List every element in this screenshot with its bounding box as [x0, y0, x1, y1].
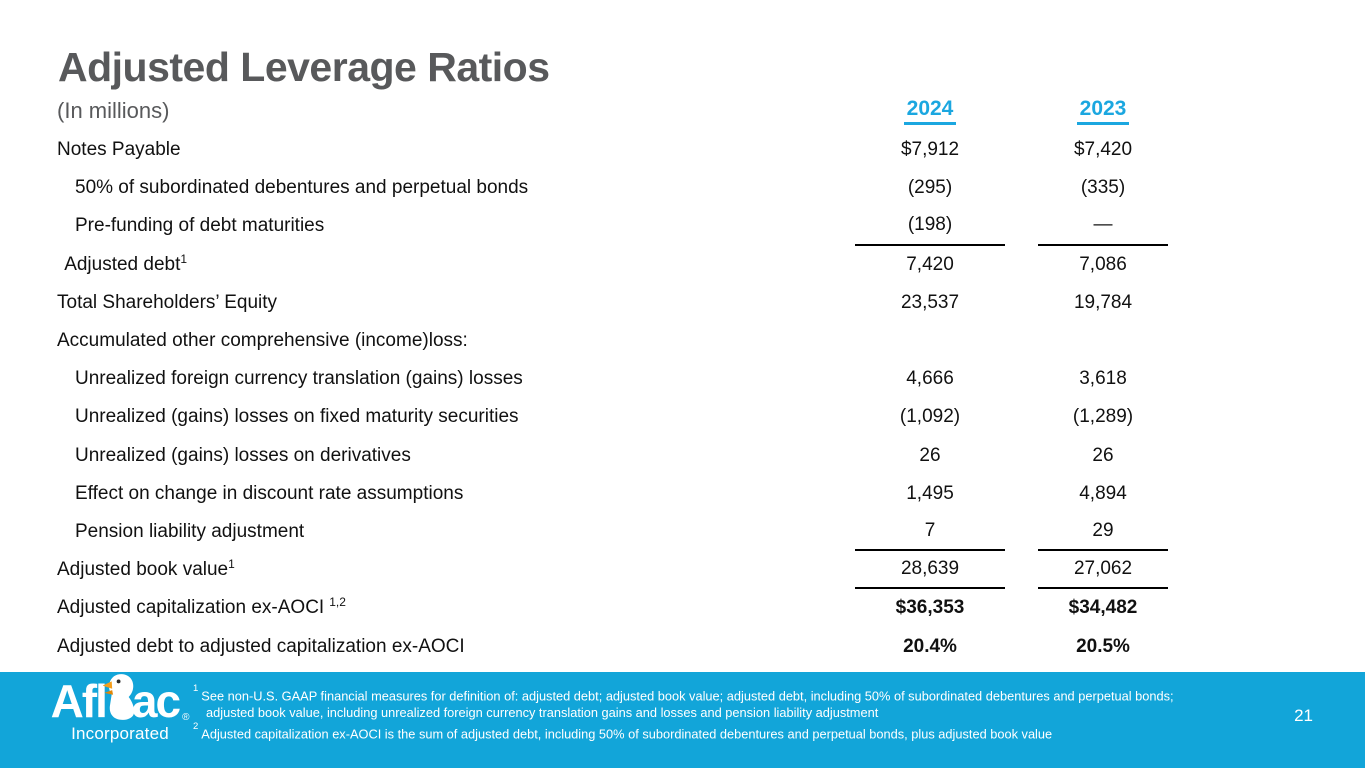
page-title: Adjusted Leverage Ratios [58, 44, 550, 90]
value-2023 [1038, 322, 1168, 360]
value-2024: 26 [919, 444, 941, 466]
value-2023: 20.5% [1076, 635, 1130, 657]
value-2024: 7,420 [906, 253, 954, 275]
aflac-wordmark: Afl ac ® [36, 674, 204, 727]
value-2024: 23,537 [900, 291, 960, 313]
table-row: Unrealized foreign currency translation … [57, 360, 1168, 398]
leverage-ratios-table: (In millions) 2024 2023 Notes Payable $7… [57, 91, 1168, 666]
value-2024: (198) [855, 207, 1005, 246]
value-2024: 7 [855, 513, 1005, 552]
value-2024 [855, 322, 1005, 360]
table-row: Adjusted debt to adjusted capitalization… [57, 627, 1168, 665]
table-row: Total Shareholders’ Equity 23,537 19,784 [57, 284, 1168, 322]
row-label: Accumulated other comprehensive (income)… [57, 330, 468, 352]
footnote-marker: 2 [193, 720, 199, 732]
brand-text-prefix: Afl [50, 675, 108, 727]
table-body: Notes Payable $7,912 $7,420 50% of subor… [57, 131, 1168, 666]
table-header-row: (In millions) 2024 2023 [57, 91, 1168, 131]
value-2023: 3,618 [1079, 368, 1127, 390]
row-label: 50% of subordinated debentures and perpe… [75, 177, 529, 199]
value-2023: $34,482 [1068, 597, 1138, 619]
footnote-marker: 1 [193, 683, 199, 694]
value-2023: 19,784 [1073, 291, 1133, 313]
table-row: Unrealized (gains) losses on fixed matur… [57, 398, 1168, 436]
row-label: Unrealized (gains) losses on fixed matur… [75, 406, 519, 428]
brand-text-suffix: ac [131, 675, 181, 727]
row-label: Total Shareholders’ Equity [57, 291, 278, 313]
value-2024: 4,666 [906, 368, 954, 390]
row-label: Adjusted debt to adjusted capitalization… [57, 635, 465, 657]
page-number: 21 [1294, 706, 1313, 725]
value-2024: (1,092) [899, 406, 961, 428]
table-row: Notes Payable $7,912 $7,420 [57, 131, 1168, 169]
table-row: Pre-funding of debt maturities (198) — [57, 207, 1168, 246]
column-gap [1005, 91, 1038, 131]
units-note: (In millions) [57, 98, 170, 123]
column-header-cell-2023: 2023 [1038, 91, 1168, 131]
footnote-line: 2 Adjusted capitalization ex-AOCI is the … [193, 720, 1053, 741]
value-2024: 1,495 [906, 482, 954, 504]
value-2024: (295) [907, 177, 953, 199]
table-row: Accumulated other comprehensive (income)… [57, 322, 1168, 360]
aflac-logo: Afl ac ® Incorporated [36, 674, 204, 744]
aflac-duck-icon [102, 674, 135, 721]
row-label: Pension liability adjustment [75, 520, 305, 542]
value-2023: 26 [1092, 444, 1114, 466]
value-2024: $36,353 [895, 597, 965, 619]
column-header-2023: 2023 [1076, 97, 1130, 125]
row-label: Adjusted capitalization ex-AOCI 1,2 [57, 595, 346, 619]
table-row: Effect on change in discount rate assump… [57, 475, 1168, 513]
value-2023: 27,062 [1038, 551, 1168, 590]
column-header-2024: 2024 [903, 97, 957, 125]
value-2024: $7,912 [900, 139, 960, 161]
table-row: Pension liability adjustment 7 29 [57, 513, 1168, 552]
row-label: Notes Payable [57, 139, 181, 161]
row-label: Unrealized (gains) losses on derivatives [75, 444, 411, 466]
row-label: Adjusted book value 1 [57, 557, 235, 581]
value-2023: (1,289) [1072, 406, 1134, 428]
value-2023: $7,420 [1073, 139, 1133, 161]
table-row: Adjusted book value 1 28,639 27,062 [57, 551, 1168, 590]
value-2023: 4,894 [1079, 482, 1127, 504]
table-row: 50% of subordinated debentures and perpe… [57, 169, 1168, 207]
logo-subtitle: Incorporated [71, 723, 169, 743]
registered-mark: ® [182, 711, 190, 723]
table-row: Adjusted capitalization ex-AOCI 1,2 $36,3… [57, 589, 1168, 627]
row-label: Pre-funding of debt maturities [75, 215, 325, 237]
row-label: Unrealized foreign currency translation … [75, 368, 523, 390]
table-row: Adjusted debt 1 7,420 7,086 [57, 246, 1168, 284]
column-header-cell-2024: 2024 [855, 91, 1005, 131]
footnote-line: 1 See non-U.S. GAAP financial measures fo… [193, 683, 1174, 704]
value-2023: (335) [1080, 177, 1126, 199]
footnotes: 1 See non-U.S. GAAP financial measures fo… [193, 683, 1273, 742]
footer-band: Afl ac ® Incorporated 1 See non-U.S. GAAP… [0, 672, 1365, 768]
footnote-line: adjusted book value, including unrealize… [206, 705, 879, 721]
value-2023: 29 [1038, 513, 1168, 552]
value-2023: 7,086 [1079, 253, 1127, 275]
row-label: Adjusted debt 1 [64, 251, 188, 275]
row-label: Effect on change in discount rate assump… [75, 482, 464, 504]
value-2024: 20.4% [903, 635, 957, 657]
value-2024: 28,639 [855, 551, 1005, 590]
value-2023: — [1038, 207, 1168, 246]
table-row: Unrealized (gains) losses on derivatives… [57, 437, 1168, 475]
